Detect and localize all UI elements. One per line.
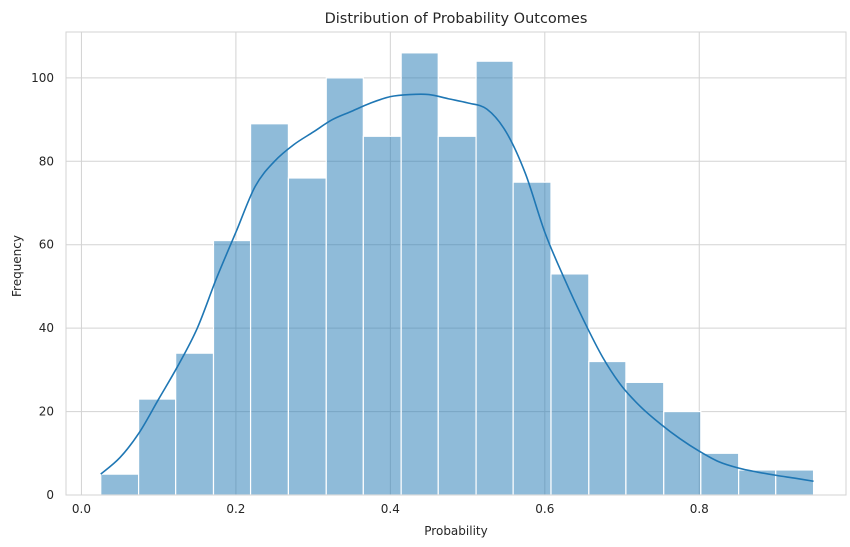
- y-tick-label: 40: [39, 321, 54, 335]
- histogram-bar: [212, 239, 252, 496]
- histogram-bar: [512, 181, 552, 496]
- histogram-bar: [400, 52, 439, 496]
- x-tick-label: 0.4: [381, 502, 400, 516]
- kde-layer: [100, 93, 814, 483]
- y-tick-label: 80: [39, 154, 54, 168]
- y-tick-label: 100: [31, 71, 54, 85]
- histogram-bar: [663, 410, 702, 496]
- histogram-bar: [775, 469, 815, 496]
- histogram-bar: [287, 177, 327, 496]
- histogram-bar: [550, 273, 590, 496]
- y-tick-label: 0: [46, 488, 54, 502]
- histogram-bar: [437, 135, 477, 496]
- kde-curve: [100, 93, 814, 483]
- histogram-bar: [700, 452, 740, 496]
- histogram-bar: [475, 60, 514, 496]
- x-tick-label: 0.8: [690, 502, 709, 516]
- x-axis-label: Probability: [424, 524, 487, 538]
- x-tick-label: 0.0: [72, 502, 91, 516]
- chart-title: Distribution of Probability Outcomes: [325, 11, 588, 27]
- histogram-bar: [175, 352, 215, 496]
- histogram-bar: [100, 473, 140, 496]
- y-tick-label: 60: [39, 238, 54, 252]
- histogram-bar: [137, 398, 177, 496]
- histogram-bar: [588, 360, 627, 496]
- plot-frame: [65, 31, 847, 496]
- y-axis-label: Frequency: [10, 235, 24, 297]
- histogram-bar: [249, 123, 290, 496]
- y-tick-label: 20: [39, 405, 54, 419]
- histogram-bar: [625, 381, 665, 496]
- histogram-bar: [362, 135, 402, 496]
- x-tick-label: 0.2: [226, 502, 245, 516]
- histogram-bar: [325, 77, 364, 496]
- x-tick-label: 0.6: [535, 502, 554, 516]
- axes-layer: 0 20 40 60 80 100 0.0 0.2 0.4 0.6 0.8: [31, 31, 847, 516]
- bars-layer: [100, 52, 815, 496]
